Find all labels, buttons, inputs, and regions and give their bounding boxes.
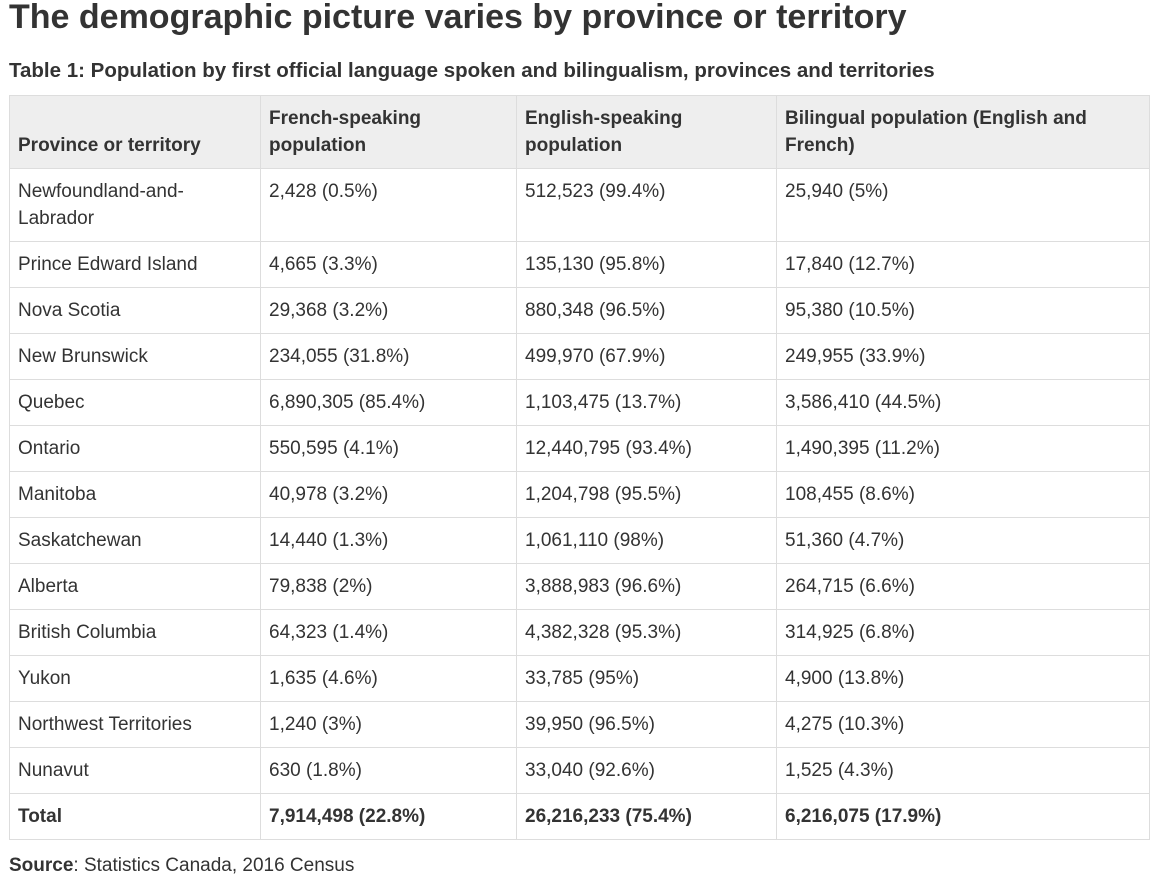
table-cell: 29,368 (3.2%)	[260, 287, 517, 334]
heading: The demographic picture varies by provin…	[9, 0, 907, 36]
source: Source: Statistics Canada, 2016 Census	[9, 855, 354, 877]
table-cell: New Brunswick	[9, 333, 261, 380]
table-cell: 64,323 (1.4%)	[260, 609, 517, 656]
table-cell: Manitoba	[9, 471, 261, 518]
table-row: Nova Scotia 29,368 (3.2%) 880,348 (96.5%) 9…	[9, 287, 1150, 334]
table-cell: 39,950 (96.5%)	[516, 701, 777, 748]
header-cell: Bilingual population (English and French…	[776, 95, 1150, 169]
table-row: Newfoundland-and-Labrador 2,428 (0.5%) 512…	[9, 168, 1150, 242]
table-cell: 25,940 (5%)	[776, 168, 1150, 242]
table-cell: Newfoundland-and-Labrador	[9, 168, 261, 242]
table-cell: 2,428 (0.5%)	[260, 168, 517, 242]
total-cell: 6,216,075 (17.9%)	[776, 793, 1150, 840]
table-cell: 1,103,475 (13.7%)	[516, 379, 777, 426]
table-cell: 40,978 (3.2%)	[260, 471, 517, 518]
table-cell: 6,890,305 (85.4%)	[260, 379, 517, 426]
header-cell: English-speaking population	[516, 95, 777, 169]
total-row: Total 7,914,498 (22.8%) 26,216,233 (75.4%)…	[9, 793, 1150, 840]
table-row: Quebec 6,890,305 (85.4%) 1,103,475 (13.7%)…	[9, 379, 1150, 426]
table-cell: Saskatchewan	[9, 517, 261, 564]
data-table: Province or territory French-speaking pop…	[9, 95, 1150, 840]
table-cell: 3,888,983 (96.6%)	[516, 563, 777, 610]
table-cell: 234,055 (31.8%)	[260, 333, 517, 380]
table-cell: 499,970 (67.9%)	[516, 333, 777, 380]
table-row: Nunavut 630 (1.8%) 33,040 (92.6%) 1,525 (4.…	[9, 747, 1150, 794]
table-cell: 1,635 (4.6%)	[260, 655, 517, 702]
table-cell: 1,061,110 (98%)	[516, 517, 777, 564]
table-cell: Yukon	[9, 655, 261, 702]
table-cell: 1,525 (4.3%)	[776, 747, 1150, 794]
header-cell: Province or territory	[9, 95, 261, 169]
table-cell: 51,360 (4.7%)	[776, 517, 1150, 564]
table-cell: 3,586,410 (44.5%)	[776, 379, 1150, 426]
source-text: : Statistics Canada, 2016 Census	[73, 855, 355, 876]
table-row: Prince Edward Island 4,665 (3.3%) 135,130 …	[9, 241, 1150, 288]
table-cell: 512,523 (99.4%)	[516, 168, 777, 242]
total-cell: 7,914,498 (22.8%)	[260, 793, 517, 840]
table-cell: 550,595 (4.1%)	[260, 425, 517, 472]
table-row: Ontario 550,595 (4.1%) 12,440,795 (93.4%) 1…	[9, 425, 1150, 472]
table-cell: British Columbia	[9, 609, 261, 656]
table-row: British Columbia 64,323 (1.4%) 4,382,328 (…	[9, 609, 1150, 656]
table-cell: 108,455 (8.6%)	[776, 471, 1150, 518]
table-row: Saskatchewan 14,440 (1.3%) 1,061,110 (98%)…	[9, 517, 1150, 564]
table-head: Province or territory French-speaking pop…	[9, 95, 1150, 169]
table-body: Newfoundland-and-Labrador 2,428 (0.5%) 512…	[9, 168, 1150, 840]
table-row: Yukon 1,635 (4.6%) 33,785 (95%) 4,900 (13.8…	[9, 655, 1150, 702]
table-cell: Nova Scotia	[9, 287, 261, 334]
table-cell: 17,840 (12.7%)	[776, 241, 1150, 288]
table-cell: 4,382,328 (95.3%)	[516, 609, 777, 656]
table-cell: 4,665 (3.3%)	[260, 241, 517, 288]
table-cell: 264,715 (6.6%)	[776, 563, 1150, 610]
header-cell: French-speaking population	[260, 95, 517, 169]
table-cell: 33,040 (92.6%)	[516, 747, 777, 794]
table-cell: 4,275 (10.3%)	[776, 701, 1150, 748]
table-cell: 630 (1.8%)	[260, 747, 517, 794]
table-cell: Prince Edward Island	[9, 241, 261, 288]
table-row: New Brunswick 234,055 (31.8%) 499,970 (67.…	[9, 333, 1150, 380]
total-cell: 26,216,233 (75.4%)	[516, 793, 777, 840]
table-cell: 1,490,395 (11.2%)	[776, 425, 1150, 472]
table-cell: Nunavut	[9, 747, 261, 794]
table-cell: 33,785 (95%)	[516, 655, 777, 702]
table-cell: Ontario	[9, 425, 261, 472]
table-cell: 95,380 (10.5%)	[776, 287, 1150, 334]
table-row: Manitoba 40,978 (3.2%) 1,204,798 (95.5%) 10…	[9, 471, 1150, 518]
header-row: Province or territory French-speaking pop…	[9, 95, 1150, 169]
table-cell: 12,440,795 (93.4%)	[516, 425, 777, 472]
table-cell: 314,925 (6.8%)	[776, 609, 1150, 656]
total-cell: Total	[9, 793, 261, 840]
table-cell: 249,955 (33.9%)	[776, 333, 1150, 380]
table-cell: 1,204,798 (95.5%)	[516, 471, 777, 518]
table-caption: Table 1: Population by first official la…	[9, 59, 935, 82]
table-cell: Alberta	[9, 563, 261, 610]
table-cell: 880,348 (96.5%)	[516, 287, 777, 334]
table-cell: 4,900 (13.8%)	[776, 655, 1150, 702]
source-label: Source	[9, 855, 74, 876]
table-cell: 79,838 (2%)	[260, 563, 517, 610]
table-cell: 14,440 (1.3%)	[260, 517, 517, 564]
table-cell: 135,130 (95.8%)	[516, 241, 777, 288]
table-row: Alberta 79,838 (2%) 3,888,983 (96.6%) 264,7…	[9, 563, 1150, 610]
table-cell: 1,240 (3%)	[260, 701, 517, 748]
table-cell: Quebec	[9, 379, 261, 426]
table-row: Northwest Territories 1,240 (3%) 39,950 (9…	[9, 701, 1150, 748]
table-cell: Northwest Territories	[9, 701, 261, 748]
